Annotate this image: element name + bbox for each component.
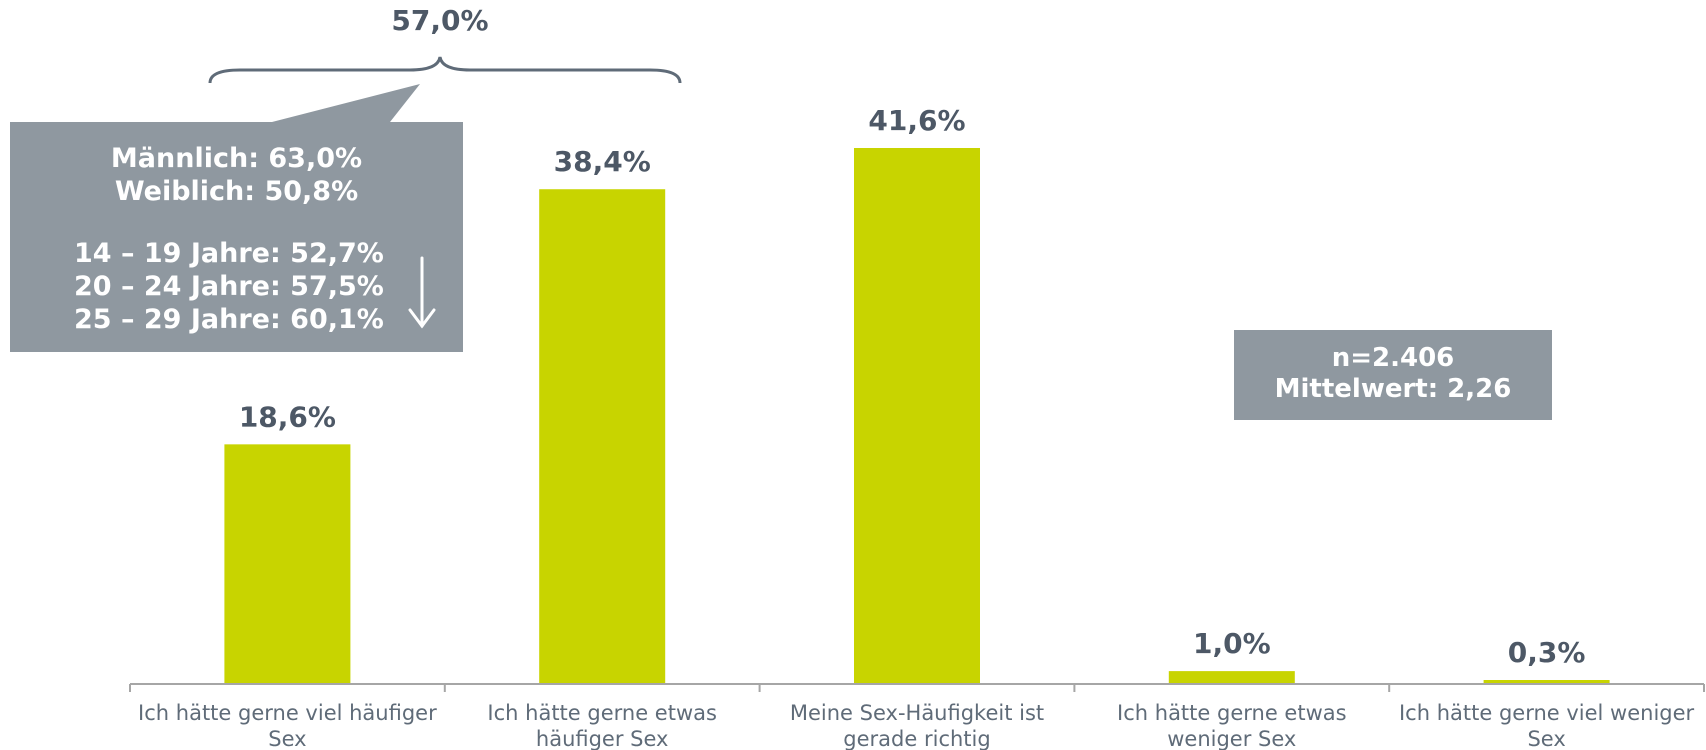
- value-labels-group: 18,6% 38,4% 41,6% 1,0% 0,3%: [239, 104, 1586, 669]
- category-label: Ich hätte gerne viel häufiger: [138, 701, 437, 725]
- category-label: Sex: [268, 727, 306, 750]
- category-label: Sex: [1527, 727, 1565, 750]
- category-label: häufiger Sex: [536, 727, 669, 750]
- bar: [224, 444, 351, 684]
- bar-value-label: 0,3%: [1508, 636, 1586, 669]
- info-box: [1234, 330, 1552, 420]
- bar: [854, 148, 980, 684]
- bar-value-label: 1,0%: [1193, 627, 1271, 660]
- category-label: weniger Sex: [1167, 727, 1296, 750]
- callout-gender-male: Männlich: 63,0%: [110, 143, 363, 174]
- info-n: n=2.406: [1331, 343, 1455, 373]
- callout-age-2: 20 – 24 Jahre: 57,5%: [74, 271, 384, 302]
- bars-group: [224, 148, 1610, 684]
- bracket-total-label: 57,0%: [391, 4, 488, 37]
- bracket-brace: [208, 56, 682, 84]
- category-label: Ich hätte gerne etwas: [487, 701, 717, 725]
- callout-age-3: 25 – 29 Jahre: 60,1%: [74, 304, 384, 335]
- callout-gender-female: Weiblich: 50,8%: [114, 176, 359, 207]
- x-axis: [129, 683, 1705, 692]
- bar: [539, 189, 666, 684]
- bar: [1483, 680, 1610, 684]
- callout-age-1: 14 – 19 Jahre: 52,7%: [74, 238, 384, 269]
- info-mean: Mittelwert: 2,26: [1274, 374, 1512, 404]
- category-label: Meine Sex-Häufigkeit ist: [790, 701, 1044, 725]
- arrow-down-icon: [408, 256, 436, 329]
- category-label: Ich hätte gerne etwas: [1117, 701, 1347, 725]
- category-label: gerade richtig: [843, 727, 990, 750]
- callout-box: [10, 84, 463, 352]
- bar-value-label: 18,6%: [239, 400, 336, 433]
- callout-age: 14 – 19 Jahre: 52,7% 20 – 24 Jahre: 57,5…: [74, 237, 384, 336]
- callout-gender: Männlich: 63,0% Weiblich: 50,8%: [10, 142, 463, 208]
- bar-value-label: 41,6%: [868, 104, 965, 137]
- info-text: n=2.406 Mittelwert: 2,26: [1234, 343, 1552, 405]
- bar: [1168, 671, 1295, 684]
- category-label: Ich hätte gerne viel weniger: [1399, 701, 1695, 725]
- bar-value-label: 38,4%: [554, 145, 651, 178]
